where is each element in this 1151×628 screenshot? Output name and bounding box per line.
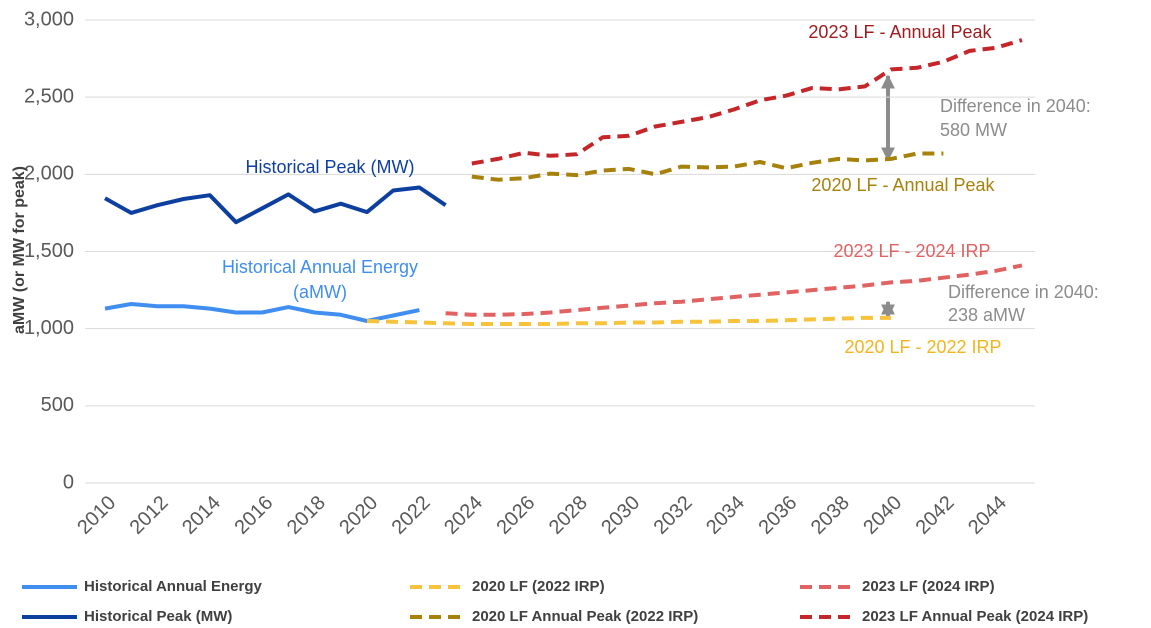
series-line [471,151,944,182]
x-tick-label: 2014 [178,492,225,539]
series-line [104,185,447,225]
y-tick-label: 2,500 [24,85,74,107]
legend-item: Historical Peak (MW) [22,608,232,625]
y-tick-label: 500 [41,394,74,416]
x-tick-label: 2018 [283,492,330,539]
legend-item: Historical Annual Energy [22,578,262,595]
x-tick-label: 2020 [335,492,382,539]
legend-item: 2020 LF Annual Peak (2022 IRP) [410,608,698,625]
series-line [366,315,891,326]
series-line [104,302,420,323]
legend-label: Historical Annual Energy [84,578,262,595]
y-tick-label: 3,000 [24,8,74,30]
annotation: 238 aMW [948,305,1025,325]
legend-label: Historical Peak (MW) [84,608,232,625]
x-tick-label: 2030 [597,492,644,539]
legend-item: 2023 LF Annual Peak (2024 IRP) [800,608,1088,625]
x-tick-label: 2040 [859,492,906,539]
x-tick-label: 2022 [388,492,435,539]
x-tick-label: 2028 [545,492,592,539]
series-line [445,263,1023,317]
x-tick-label: 2038 [807,492,854,539]
legend-label: 2020 LF (2022 IRP) [472,578,605,595]
x-tick-label: 2012 [126,492,173,539]
annotation: (aMW) [293,282,347,302]
annotation: Historical Annual Energy [222,257,418,277]
y-tick-label: 1,500 [24,240,74,262]
series-line [471,38,1023,166]
annotation: 2023 LF - Annual Peak [808,22,992,42]
x-tick-label: 2032 [650,492,697,539]
x-tick-label: 2036 [754,492,801,539]
y-tick-label: 1,000 [24,317,74,339]
x-tick-label: 2010 [73,492,120,539]
legend-label: 2020 LF Annual Peak (2022 IRP) [472,608,698,625]
x-tick-label: 2034 [702,492,749,539]
x-tick-label: 2024 [440,492,487,539]
annotation: Difference in 2040: [948,282,1099,302]
annotation: Difference in 2040: [940,96,1091,116]
annotation: 2023 LF - 2024 IRP [833,241,990,261]
y-tick-label: 0 [63,471,74,493]
annotation: 580 MW [940,120,1007,140]
legend-item: 2020 LF (2022 IRP) [410,578,605,595]
annotation: Historical Peak (MW) [245,157,414,177]
annotation: 2020 LF - Annual Peak [811,175,995,195]
legend-label: 2023 LF Annual Peak (2024 IRP) [862,608,1088,625]
x-tick-label: 2042 [912,492,959,539]
y-tick-label: 2,000 [24,163,74,185]
legend-label: 2023 LF (2024 IRP) [862,578,995,595]
x-tick-label: 2026 [492,492,539,539]
annotation: 2020 LF - 2022 IRP [844,337,1001,357]
x-tick-label: 2016 [230,492,277,539]
legend-item: 2023 LF (2024 IRP) [800,578,995,595]
x-tick-label: 2044 [964,492,1011,539]
y-axis-label: aMW (or MW for peak) [11,166,28,334]
